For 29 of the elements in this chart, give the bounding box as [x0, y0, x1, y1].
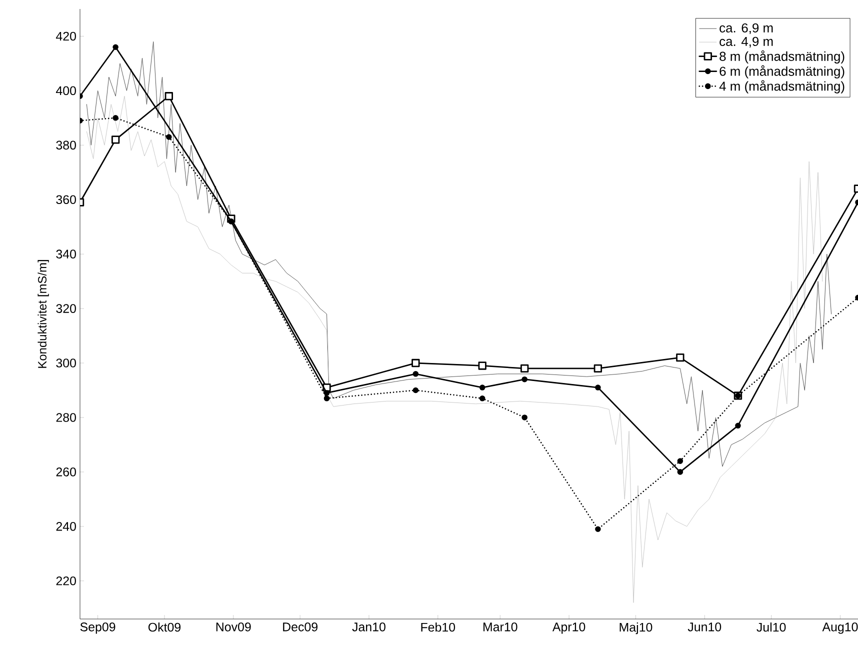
y-tick-label: 420: [56, 32, 76, 41]
x-tick-label: Feb10: [421, 622, 456, 632]
x-tick-label: Jul10: [756, 622, 786, 632]
y-tick-label: 300: [56, 358, 76, 368]
y-tick-label: 400: [56, 86, 76, 96]
x-tick-label: Okt09: [148, 622, 180, 632]
y-tick-label: 380: [56, 140, 76, 150]
y-tick-label: 260: [56, 468, 76, 476]
x-tick-label: Aug10: [822, 622, 858, 634]
x-tick-label: Nov09: [216, 622, 251, 632]
x-tick-label: Sep09: [80, 622, 116, 634]
y-tick-label: 240: [56, 522, 76, 531]
y-tick-label: 360: [56, 195, 76, 204]
legend-label: 4 m (månadsmätning): [719, 80, 844, 94]
y-tick-label: 340: [56, 250, 76, 258]
legend-label: ca. 6,9 m: [720, 23, 773, 34]
x-tick-label: Mar10: [483, 622, 518, 632]
legend-label: ca. 4,9 m: [720, 36, 773, 48]
x-tick-label: Jun10: [688, 622, 722, 632]
legend-label: 8 m (månadsmätning): [720, 50, 844, 64]
x-tick-label: Apr10: [552, 622, 586, 634]
x-tick-label: Maj10: [620, 622, 652, 634]
y-tick-label: 280: [56, 413, 76, 422]
x-tick-label: Jan10: [352, 622, 386, 632]
y-tick-label: 220: [56, 576, 76, 586]
y-tick-label: 320: [56, 304, 76, 313]
y-axis-title: Konduktivitet [mS/m]: [38, 260, 49, 368]
legend-label: 6 m (månadsmätning): [720, 65, 844, 78]
x-tick-label: Dec09: [283, 622, 318, 632]
